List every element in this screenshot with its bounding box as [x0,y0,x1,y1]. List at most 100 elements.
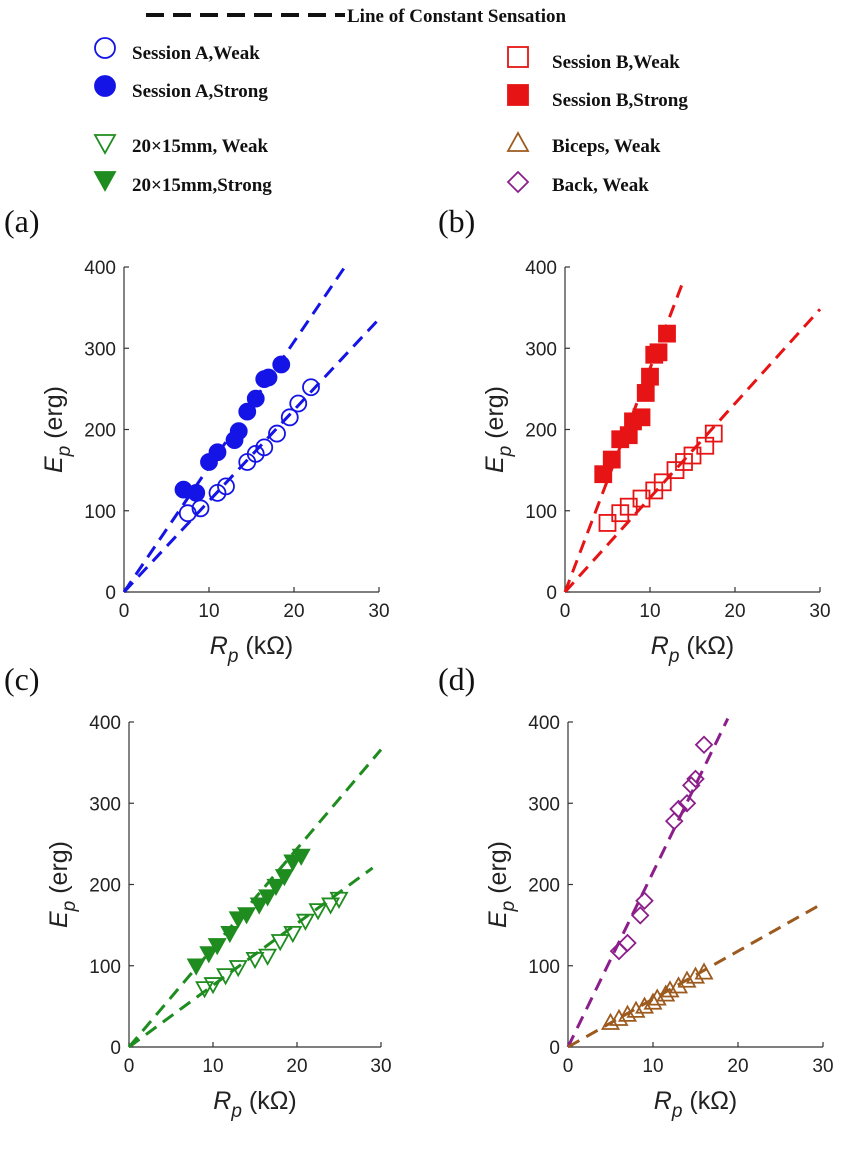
y-tick-label: 400 [528,713,560,734]
y-tick-label: 300 [84,339,116,360]
legend-marker-0 [94,37,116,59]
data-point [630,906,650,925]
legend-marker-5 [507,84,529,106]
data-point [677,970,697,988]
y-tick-label: 100 [528,957,560,978]
data-point [255,438,274,457]
x-axis-label: Rp (kΩ) [654,1087,737,1122]
data-point [237,907,257,925]
data-point [216,968,236,986]
legend-label-session-b-weak: Session B,Weak [552,52,680,73]
data-point [280,408,299,427]
data-point [249,897,269,915]
data-point [291,848,311,866]
y-tick-label: 200 [84,421,116,442]
data-point [681,776,701,795]
y-tick-label: 400 [89,713,121,734]
x-tick-label: 10 [198,601,219,622]
data-point [289,394,308,413]
series-1 [594,324,676,484]
data-point [668,976,689,994]
data-point [270,934,290,952]
legend: Line of Constant Sensation Session A,Wea… [93,6,688,196]
y-axis-label: Ep (erg) [481,386,516,473]
legend-marker-7 [506,170,530,194]
data-point [259,368,278,387]
constant-sensation-line-1 [128,866,374,1049]
data-point [268,424,286,443]
data-point [594,465,613,484]
data-point [600,1012,621,1030]
y-axis-label: Ep (erg) [45,841,80,928]
x-tick-label: 10 [202,1056,223,1077]
data-point [669,799,688,819]
data-point [683,446,702,465]
data-point [217,477,235,496]
legend-marker-2 [93,134,117,155]
data-point [295,913,315,931]
data-point [656,984,676,1002]
y-tick-label: 200 [528,876,560,897]
y-tick-label: 0 [110,1038,121,1059]
series-1 [186,848,311,976]
x-tick-label: 10 [642,1056,663,1077]
x-tick-label: 10 [639,601,660,622]
data-point [308,903,328,921]
y-tick-label: 300 [528,794,560,815]
data-point [186,958,206,976]
x-axis-label: Rp (kΩ) [651,632,734,667]
data-point [658,324,676,343]
data-point [199,946,219,964]
data-point [178,504,197,523]
y-axis-label: Ep (erg) [484,841,519,928]
y-tick-label: 400 [84,258,116,279]
data-point [653,473,672,492]
data-point [647,988,667,1006]
y-tick-label: 100 [525,502,557,523]
series-0 [195,891,349,999]
y-tick-label: 100 [89,957,121,978]
x-tick-label: 0 [560,601,571,622]
data-point [246,389,265,408]
panel-a-letter: (a) [4,203,40,239]
data-point [686,769,705,789]
data-point [258,948,278,966]
x-tick-label: 0 [563,1056,574,1077]
data-point [602,450,621,469]
legend-marker-1 [94,75,116,97]
panel-d-letter: (d) [438,661,475,697]
data-point [636,384,655,402]
legend-constant-line-label: Line of Constant Sensation [347,6,566,27]
y-tick-label: 0 [546,583,557,604]
y-tick-label: 0 [105,583,116,604]
data-point [677,793,697,813]
x-tick-label: 30 [368,601,389,622]
data-point [694,962,714,980]
data-point [598,514,617,532]
data-point [329,891,349,909]
data-point [274,869,294,887]
series-0 [600,962,714,1030]
y-tick-label: 100 [84,502,116,523]
panel-c-letter: (c) [4,661,40,697]
x-tick-label: 30 [812,1056,833,1077]
data-point [229,422,248,441]
data-point [283,854,303,872]
x-tick-label: 20 [283,601,304,622]
data-point [649,343,668,362]
x-tick-label: 30 [809,601,830,622]
legend-marker-4 [507,46,529,68]
legend-label-20x15-weak: 20×15mm, Weak [132,136,269,157]
data-point [660,980,680,998]
legend-label-session-a-strong: Session A,Strong [132,81,268,102]
x-tick-label: 0 [124,1056,135,1077]
legend-label-back-weak: Back, Weak [552,175,649,196]
data-point [704,424,723,443]
series-1 [609,735,714,961]
data-point [635,891,654,911]
constant-sensation-line-1 [563,308,822,594]
data-point [321,897,341,915]
